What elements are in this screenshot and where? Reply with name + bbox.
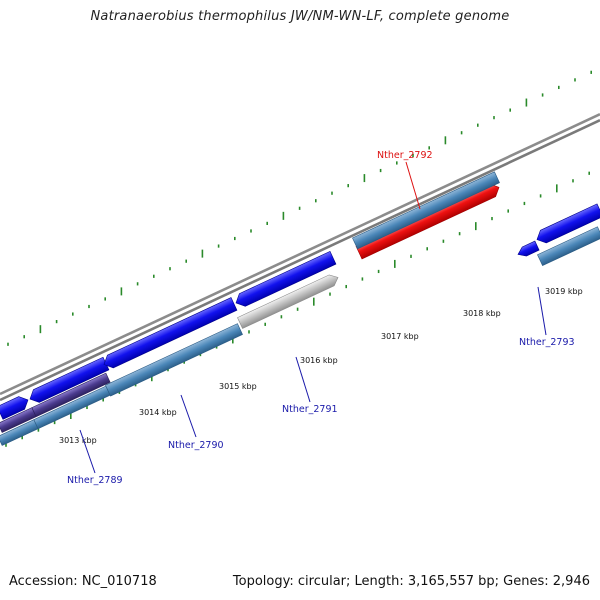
gene-track <box>0 171 600 446</box>
scale-label: 3017 kbp <box>381 332 419 341</box>
scale-label: 3018 kbp <box>463 309 501 318</box>
scale-label: 3019 kbp <box>545 287 583 296</box>
gene-label: Nther_2789 <box>67 475 123 486</box>
gene-leader-line <box>180 394 197 438</box>
gene-block <box>537 226 600 267</box>
accession-text: Accession: NC_010718 <box>9 574 157 589</box>
gene-arrow <box>235 250 337 307</box>
genome-summary-text: Topology: circular; Length: 3,165,557 bp… <box>232 574 590 589</box>
gene-label: Nther_2793 <box>519 337 575 348</box>
scale-label: 3015 kbp <box>219 382 257 391</box>
gene-label: Nther_2790 <box>168 440 224 451</box>
genome-backbone <box>0 113 600 402</box>
gene-arrow <box>29 356 110 403</box>
gene-arrow <box>536 203 600 244</box>
gene-leader-line <box>537 286 547 336</box>
backbone-line-inner <box>0 119 600 402</box>
genome-title: Natranaerobius thermophilus JW/NM-WN-LF,… <box>90 9 510 24</box>
gene-label: Nther_2791 <box>282 404 338 415</box>
gene-arrow <box>237 274 339 329</box>
gene-leader-line <box>405 161 421 210</box>
outer-scale-ticks <box>7 70 593 346</box>
gene-arrow <box>0 396 29 420</box>
scale-label: 3016 kbp <box>300 356 338 365</box>
gene-arrow <box>103 297 238 369</box>
gene-block <box>31 372 111 418</box>
scale-label: 3013 kbp <box>59 436 97 445</box>
backbone-line-outer <box>0 113 600 396</box>
gene-label: Nther_2792 <box>377 150 433 161</box>
gene-block <box>105 323 243 397</box>
gene-arrow <box>517 240 540 257</box>
gene-leader-line <box>295 356 311 403</box>
gene-block <box>352 171 500 250</box>
labels-layer: 3013 kbp 3014 kbp 3015 kbp 3016 kbp 3017 kbp… <box>59 150 583 486</box>
scale-label: 3014 kbp <box>139 408 177 417</box>
gene-leader-line <box>79 429 96 474</box>
